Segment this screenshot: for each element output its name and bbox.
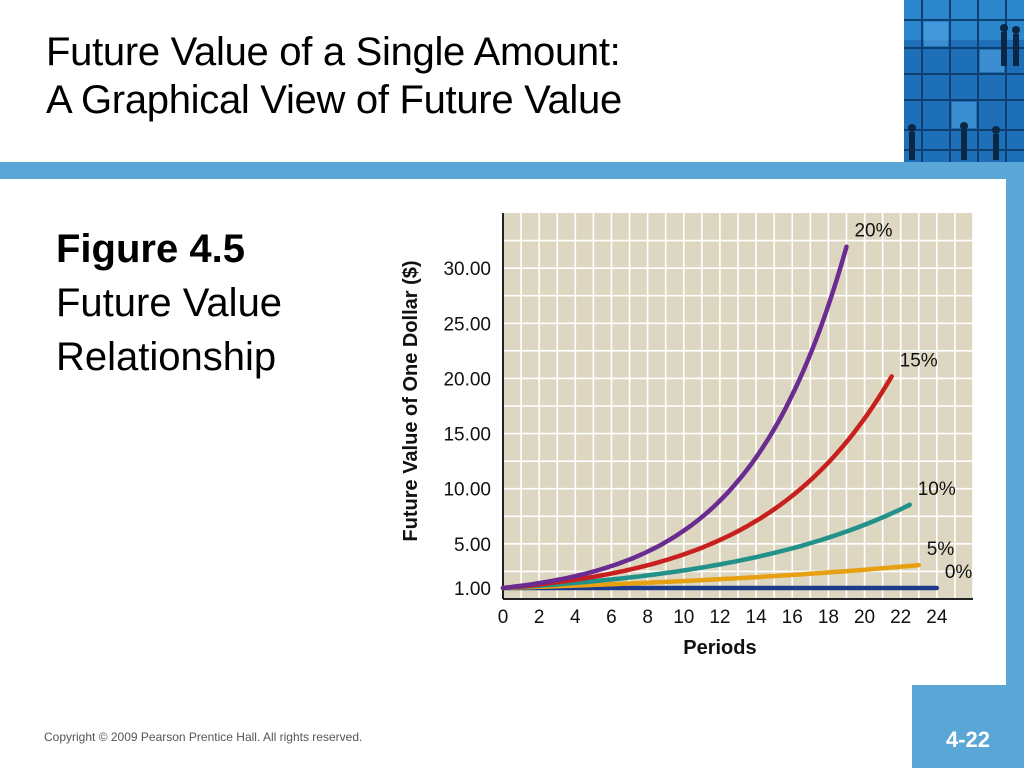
- x-tick-label: 22: [890, 607, 911, 628]
- x-tick-label: 6: [606, 607, 617, 628]
- header-divider-band: [0, 162, 1024, 179]
- y-tick-label: 20.00: [443, 369, 491, 390]
- slide-title-line-1: Future Value of a Single Amount:: [46, 30, 621, 74]
- series-line-10pct: [500, 502, 912, 591]
- x-tick-label: 14: [746, 607, 768, 628]
- y-tick-label: 1.00: [454, 579, 491, 600]
- x-tick-label: 20: [854, 607, 875, 628]
- series-label-0pct: 0%: [945, 562, 973, 583]
- y-tick-label: 10.00: [443, 480, 491, 501]
- x-tick-label: 10: [673, 607, 694, 628]
- figure-label: Figure 4.5: [56, 227, 245, 271]
- x-tick-label: 2: [534, 607, 545, 628]
- x-tick-label: 18: [818, 607, 839, 628]
- figure-caption-line-2: Relationship: [56, 335, 277, 379]
- slide-title: Future Value of a Single Amount: A Graph…: [46, 28, 622, 124]
- slide-title-line-2: A Graphical View of Future Value: [46, 78, 622, 122]
- y-axis-label: Future Value of One Dollar ($): [400, 260, 422, 541]
- x-tick-label: 8: [642, 607, 653, 628]
- copyright-notice: Copyright © 2009 Pearson Prentice Hall. …: [44, 730, 363, 744]
- series-label-10pct: 10%: [918, 479, 956, 500]
- y-tick-label: 25.00: [443, 314, 491, 335]
- y-tick-label: 15.00: [443, 425, 491, 446]
- page-number: 4-22: [945, 727, 991, 752]
- x-tick-label: 24: [926, 607, 948, 628]
- y-tick-label: 30.00: [443, 259, 491, 280]
- y-tick-label: 5.00: [454, 535, 491, 556]
- series-label-20pct: 20%: [854, 221, 892, 242]
- series-line-20pct: [500, 244, 849, 591]
- x-axis-label: Periods: [683, 637, 756, 659]
- series-line-5pct: [500, 562, 922, 591]
- figure-caption-line-1: Future Value: [56, 281, 283, 325]
- right-accent-strip: [1006, 179, 1024, 685]
- header-photo: [904, 0, 1024, 162]
- x-tick-label: 12: [709, 607, 730, 628]
- series-line-15pct: [500, 374, 894, 591]
- page-number-box: 4-22: [912, 685, 1024, 768]
- series-label-5pct: 5%: [927, 539, 955, 560]
- x-tick-label: 4: [570, 607, 581, 628]
- x-tick-label: 0: [498, 607, 509, 628]
- future-value-chart: 0 2 4 6 8 10 12 14 16 18 20 22 241.005.0010.0015.002…: [400, 213, 974, 659]
- series-label-15pct: 15%: [900, 350, 938, 371]
- x-tick-label: 16: [782, 607, 803, 628]
- figure-caption: Figure 4.5 Future Value Relationship: [56, 222, 282, 384]
